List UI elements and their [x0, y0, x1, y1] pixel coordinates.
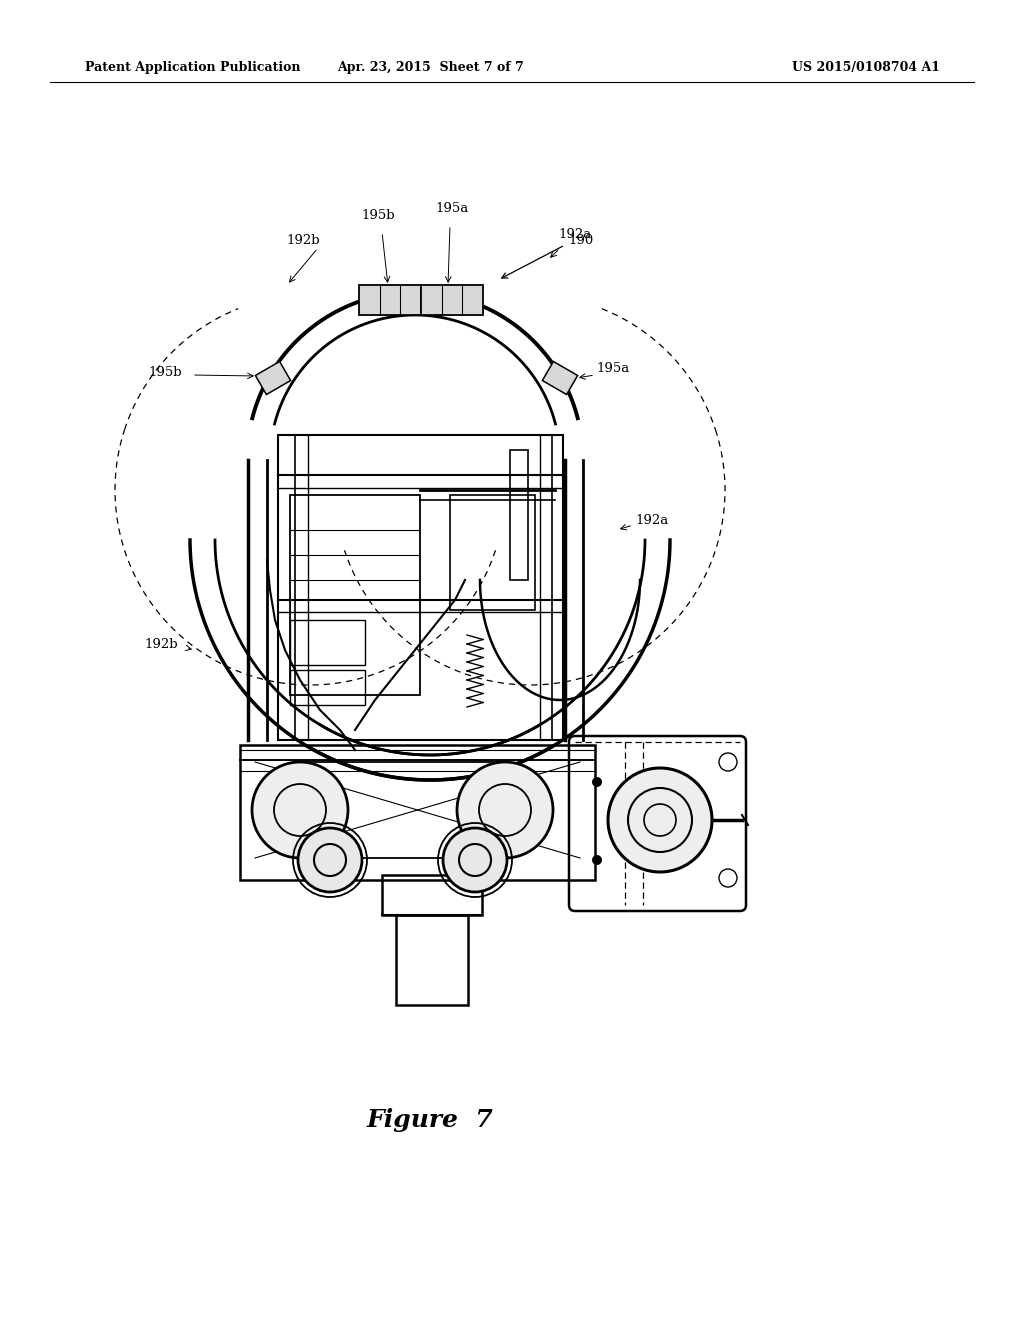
Bar	[382, 875, 482, 915]
Text: Patent Application Publication: Patent Application Publication	[85, 62, 300, 74]
Text: 195a: 195a	[596, 362, 630, 375]
Bar	[240, 744, 595, 880]
Circle shape	[252, 762, 348, 858]
Bar	[450, 495, 535, 610]
Circle shape	[443, 828, 507, 892]
Circle shape	[592, 777, 602, 787]
Text: 190: 190	[568, 234, 593, 247]
Bar	[421, 285, 483, 315]
Text: Figure  7: Figure 7	[367, 1107, 494, 1133]
Bar	[290, 495, 420, 696]
Text: 195b: 195b	[148, 367, 182, 380]
Text: US 2015/0108704 A1: US 2015/0108704 A1	[792, 62, 940, 74]
Circle shape	[298, 828, 362, 892]
Bar	[359, 285, 421, 315]
Text: 192b: 192b	[287, 234, 319, 247]
Circle shape	[608, 768, 712, 873]
Text: Apr. 23, 2015  Sheet 7 of 7: Apr. 23, 2015 Sheet 7 of 7	[337, 62, 523, 74]
Bar	[290, 620, 365, 665]
Text: 195b: 195b	[361, 209, 395, 222]
Bar	[255, 362, 291, 395]
Bar	[278, 436, 563, 741]
Text: 195a: 195a	[435, 202, 469, 215]
Text: 192a: 192a	[635, 513, 669, 527]
Text: 192b: 192b	[144, 639, 178, 652]
Bar	[510, 450, 528, 579]
Text: 192a: 192a	[558, 228, 591, 242]
Bar	[290, 671, 365, 705]
Bar	[543, 362, 578, 395]
Bar	[396, 915, 468, 1005]
Circle shape	[457, 762, 553, 858]
Circle shape	[592, 855, 602, 865]
